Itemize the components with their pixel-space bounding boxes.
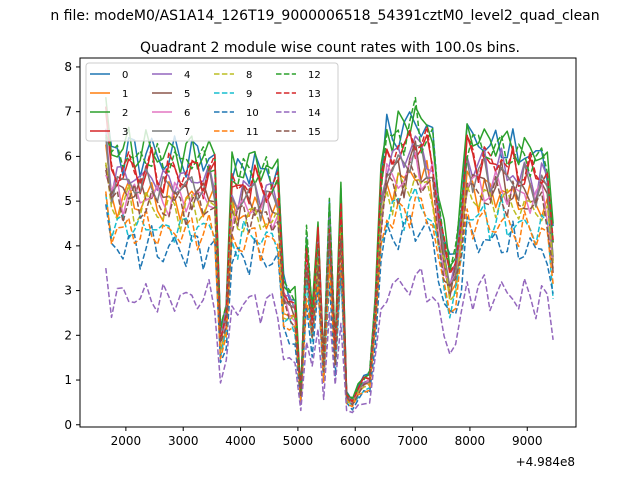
- y-tick-label: 1: [64, 373, 72, 387]
- series-line-12: [105, 96, 554, 400]
- series-line-15: [105, 160, 554, 406]
- legend-label-14: 14: [308, 108, 321, 119]
- legend-label-9: 9: [246, 89, 252, 100]
- plot-frame: [79, 57, 577, 428]
- legend-label-8: 8: [246, 70, 252, 81]
- legend-label-2: 2: [122, 108, 128, 119]
- series-layer: [105, 96, 554, 414]
- x-tick-label: 6000: [340, 434, 371, 448]
- legend-label-13: 13: [308, 89, 321, 100]
- x-axis: 2000 3000 4000 5000 6000 7000 8000 9000: [111, 427, 543, 448]
- x-tick-label: 4000: [225, 434, 256, 448]
- legend-label-3: 3: [122, 127, 128, 138]
- x-tick-label: 2000: [111, 434, 142, 448]
- legend-label-5: 5: [184, 89, 190, 100]
- legend-label-7: 7: [184, 127, 190, 138]
- legend-frame: [85, 62, 339, 142]
- x-tick-label: 3000: [168, 434, 199, 448]
- legend-label-11: 11: [246, 127, 259, 138]
- y-tick-label: 3: [64, 284, 72, 298]
- series-line-9: [105, 187, 554, 406]
- x-tick-label: 5000: [283, 434, 314, 448]
- y-tick-label: 0: [64, 418, 72, 432]
- legend-label-1: 1: [122, 89, 128, 100]
- legend-label-0: 0: [122, 70, 128, 81]
- y-tick-label: 5: [64, 194, 72, 208]
- x-offset-label: +4.984e8: [516, 455, 575, 469]
- series-line-7: [105, 136, 554, 403]
- y-tick-label: 8: [64, 60, 72, 74]
- x-tick-label: 9000: [512, 434, 543, 448]
- legend-label-15: 15: [308, 127, 321, 138]
- series-line-0: [105, 107, 554, 402]
- chart-title: Quadrant 2 module wise count rates with …: [140, 40, 520, 56]
- y-tick-label: 7: [64, 105, 72, 119]
- y-tick-label: 4: [64, 239, 72, 253]
- legend-label-10: 10: [246, 108, 259, 119]
- series-line-13: [105, 106, 554, 403]
- x-tick-label: 8000: [455, 434, 486, 448]
- y-tick-label: 6: [64, 149, 72, 163]
- chart-suptitle: n file: modeM0/AS1A14_126T19_9000006518_…: [50, 8, 599, 24]
- y-axis: 0 1 2 3 4 5 6 7 8: [64, 60, 80, 432]
- series-line-14: [105, 267, 554, 414]
- series-line-10: [105, 204, 554, 411]
- legend-label-4: 4: [184, 70, 190, 81]
- legend-label-6: 6: [184, 108, 190, 119]
- y-tick-label: 2: [64, 328, 72, 342]
- series-line-11: [105, 191, 554, 408]
- legend-label-12: 12: [308, 70, 321, 81]
- x-tick-label: 7000: [397, 434, 428, 448]
